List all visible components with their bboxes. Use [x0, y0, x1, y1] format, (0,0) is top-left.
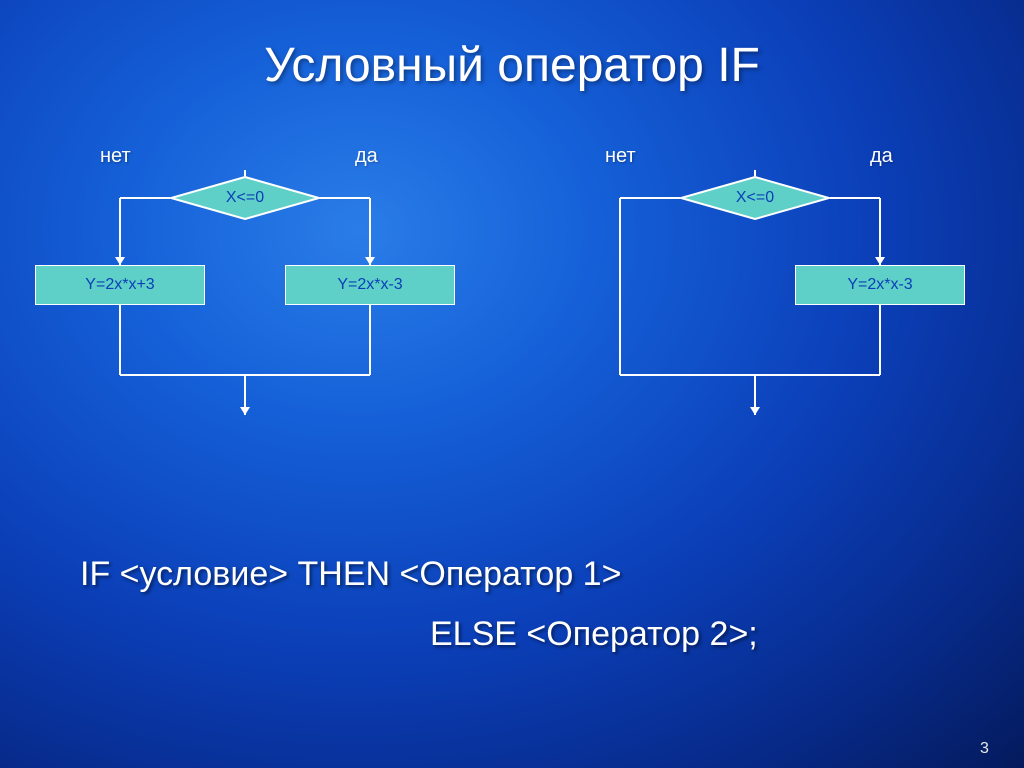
syntax-line-2: ELSE <Оператор 2>;	[430, 615, 758, 654]
syntax-text: IF <условие> THEN <Оператор 1>	[80, 555, 621, 593]
syntax-line-1: IF <условие> THEN <Оператор 1>	[80, 555, 621, 594]
syntax-text: ELSE <Оператор 2>;	[430, 615, 758, 653]
page-number-text: 3	[980, 740, 989, 757]
page-number: 3	[980, 740, 989, 758]
